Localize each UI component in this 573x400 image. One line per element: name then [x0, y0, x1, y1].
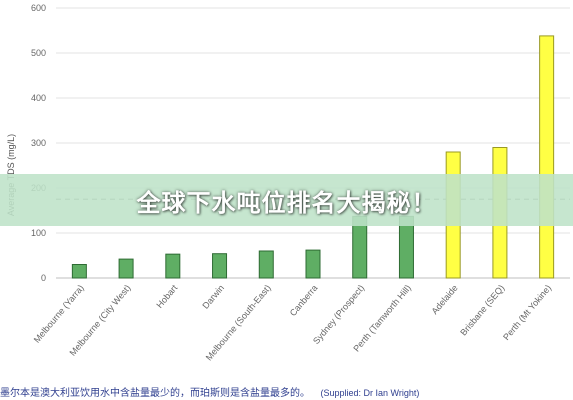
y-tick-label: 300: [31, 138, 46, 148]
bar: [71, 264, 87, 279]
caption-credit: (Supplied: Dr Ian Wright): [320, 388, 420, 398]
y-tick-label: 600: [31, 3, 46, 13]
x-tick-label: Melbourne (Yarra): [32, 283, 86, 345]
y-tick-label: 500: [31, 48, 46, 58]
headline-banner: 全球下水吨位排名大揭秘！: [0, 174, 573, 226]
x-tick-label: Hobart: [154, 282, 179, 310]
bar: [305, 249, 321, 279]
x-tick-label: Sydney (Prospect): [311, 283, 366, 346]
bar: [165, 253, 181, 279]
y-tick-label: 400: [31, 93, 46, 103]
x-axis-ticks: Melbourne (Yarra)Melbourne (City West) Ho…: [32, 282, 553, 362]
image-caption: 墨尔本是澳大利亚饮用水中含盐量最少的，而珀斯则是含盐量最多的。 (Supplie…: [0, 383, 573, 400]
caption-text: 墨尔本是澳大利亚饮用水中含盐量最少的，而珀斯则是含盐量最多的。: [0, 388, 310, 399]
y-axis-ticks: 0100200300400500600: [31, 3, 46, 283]
x-tick-label: Adelaide: [430, 283, 460, 316]
bar: [539, 35, 555, 279]
bar: [118, 258, 134, 279]
bar: [258, 250, 274, 279]
x-tick-label: Canberra: [288, 283, 320, 318]
x-tick-label: Perth (Mt Yokine): [501, 283, 553, 342]
bars: [71, 35, 555, 279]
y-tick-label: 0: [41, 273, 46, 283]
x-tick-label: Darwin: [200, 283, 226, 311]
bar: [212, 253, 228, 279]
x-tick-label: Brisbane (SEQ): [458, 283, 506, 338]
headline-text: 全球下水吨位排名大揭秘！: [136, 188, 437, 217]
y-tick-label: 100: [31, 228, 46, 238]
